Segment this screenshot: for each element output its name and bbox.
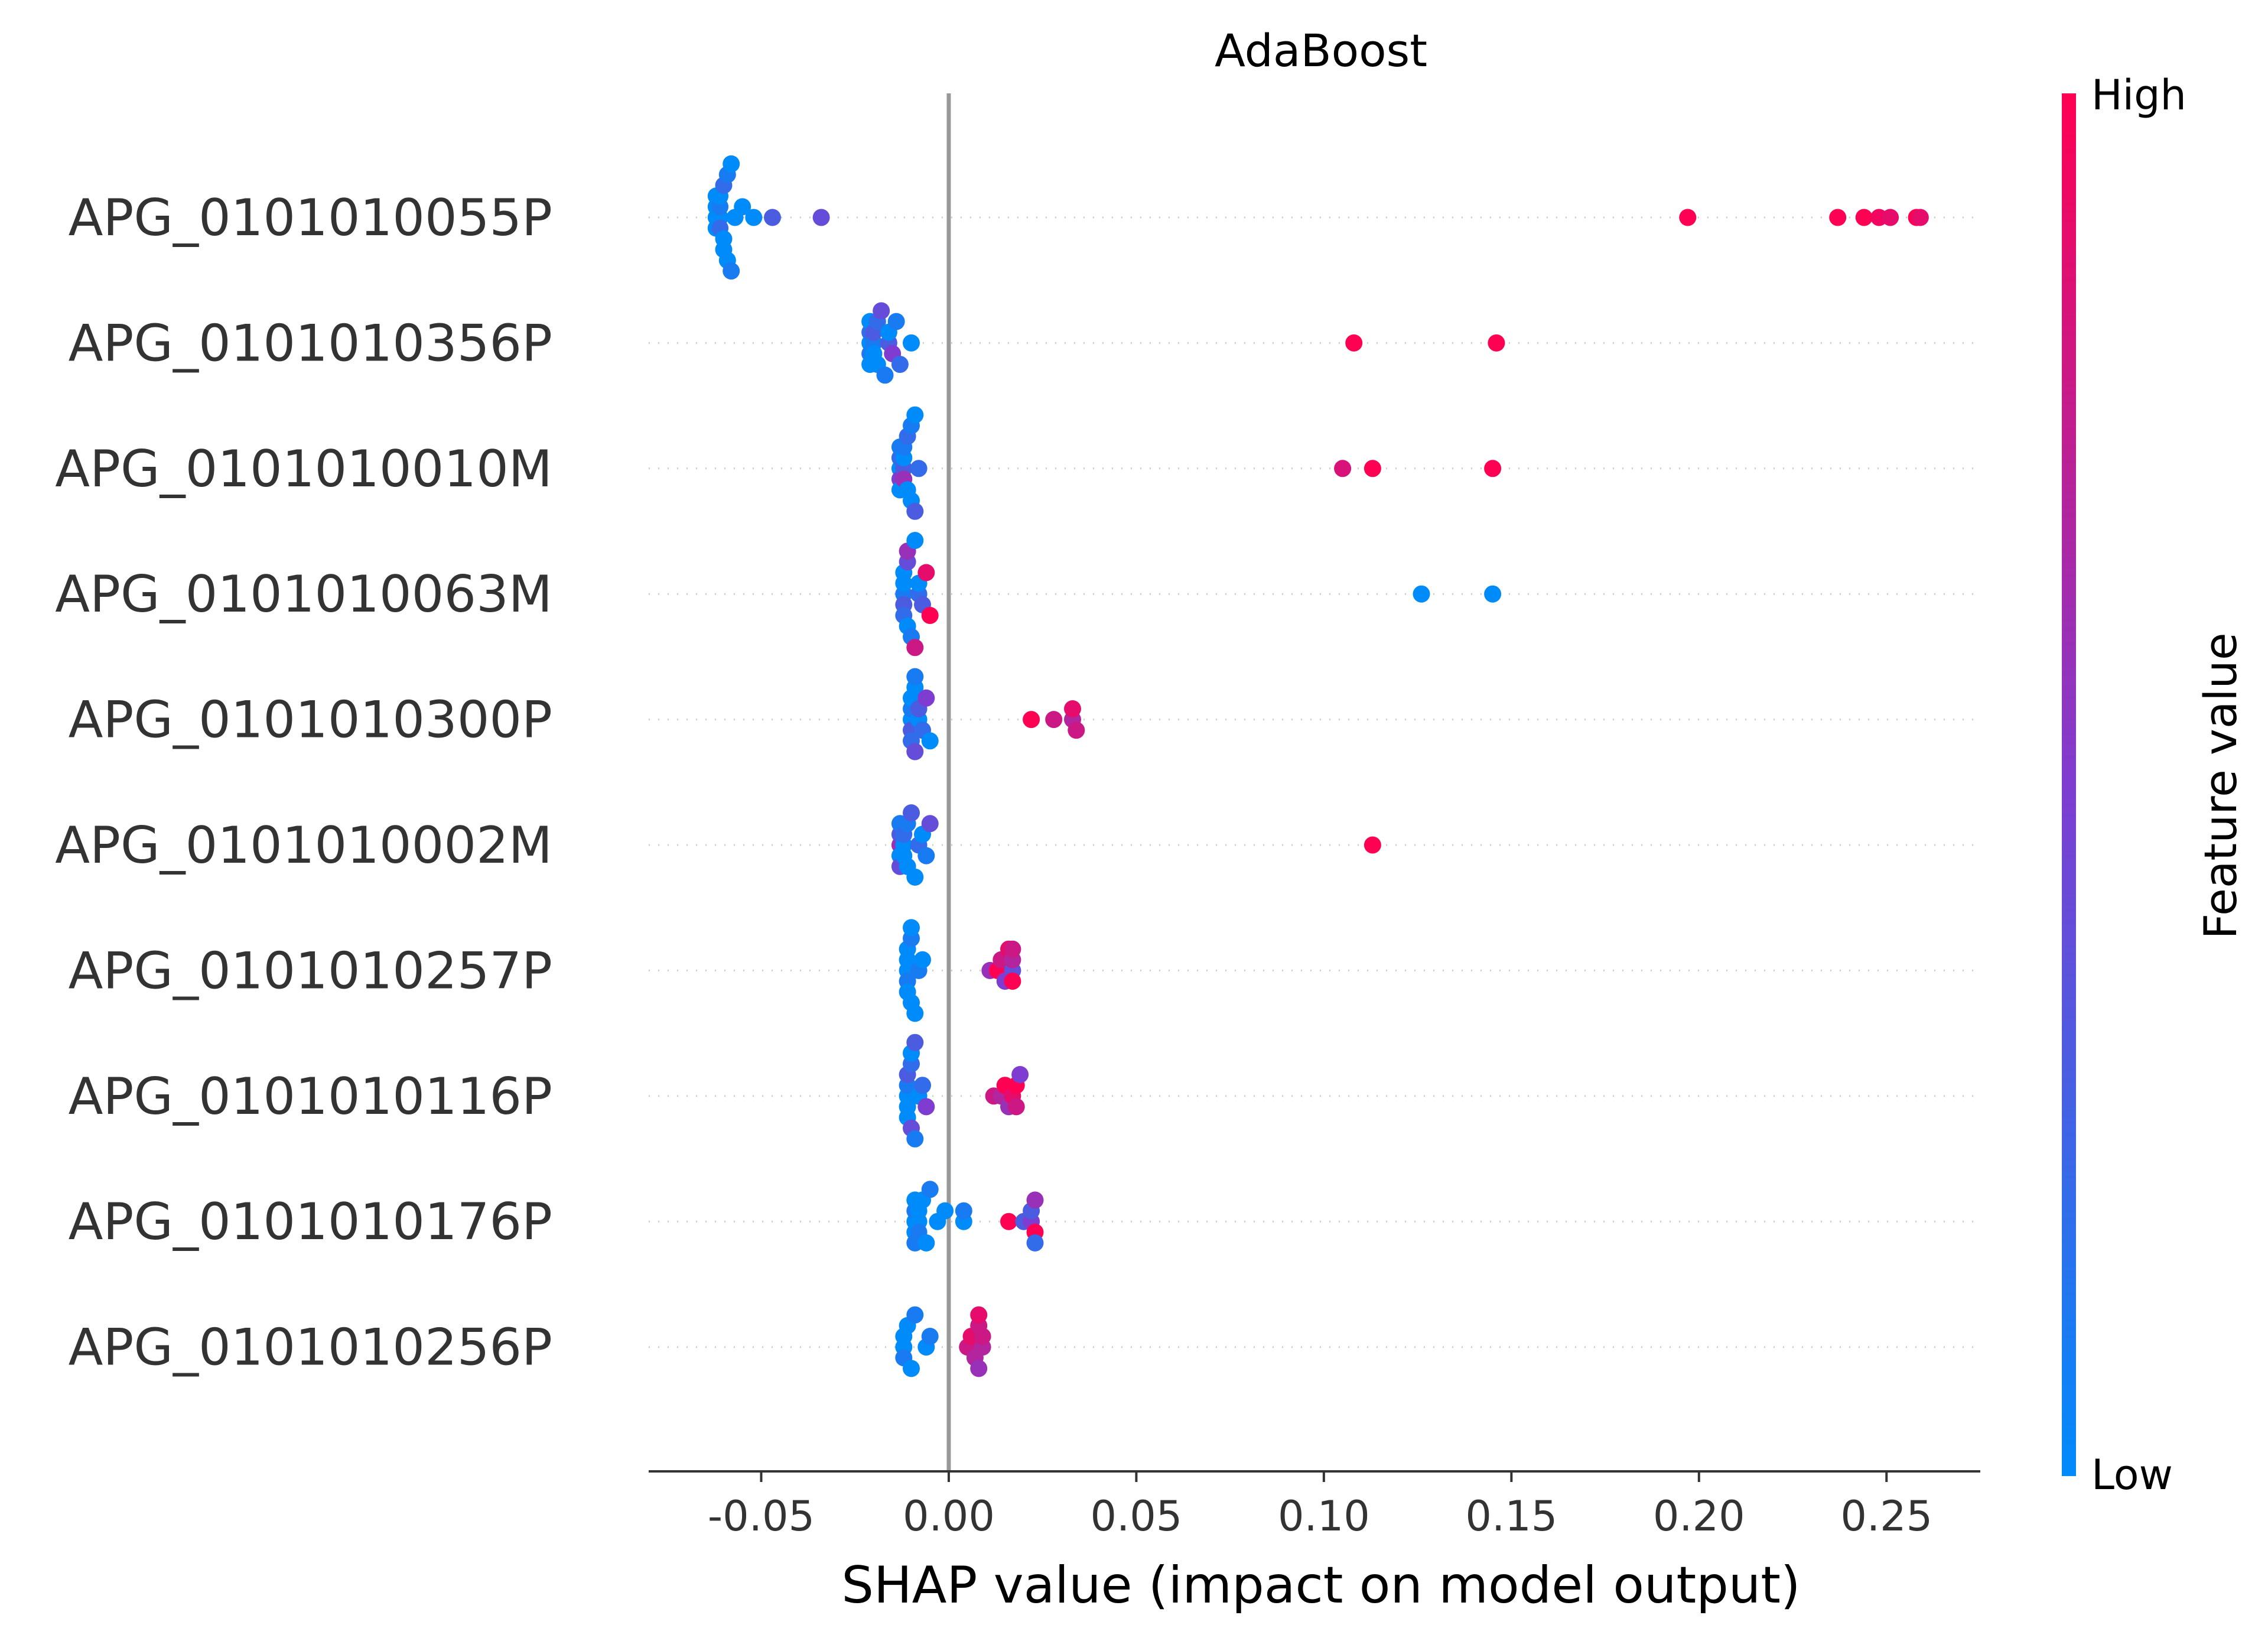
shap-point xyxy=(1413,585,1430,603)
shap-point xyxy=(887,313,905,330)
shap-point xyxy=(974,1328,991,1345)
shap-point xyxy=(936,1202,954,1220)
shap-point xyxy=(906,1306,924,1324)
shap-point xyxy=(764,209,781,226)
shap-point xyxy=(1364,460,1381,477)
shap-point xyxy=(876,366,894,384)
shap-point xyxy=(1364,836,1381,854)
shap-point xyxy=(906,532,924,550)
shap-point xyxy=(955,1202,972,1220)
shap-point xyxy=(891,356,909,373)
shap-point xyxy=(723,262,740,280)
shap-point xyxy=(1829,209,1847,226)
shap-point xyxy=(1334,460,1352,477)
colorbar xyxy=(2062,93,2076,1476)
feature-label: APG_0101010116P xyxy=(69,1067,552,1126)
shap-point xyxy=(1007,1098,1025,1116)
shap-point xyxy=(921,1328,939,1345)
feature-label: APG_0101010010M xyxy=(55,440,552,499)
shap-point xyxy=(1026,1191,1044,1209)
shap-point xyxy=(903,804,920,822)
chart-title: AdaBoost xyxy=(1215,24,1427,77)
shap-point xyxy=(1484,585,1502,603)
shap-point xyxy=(1045,711,1063,729)
x-tick-label: 0.25 xyxy=(1840,1492,1932,1540)
shap-point xyxy=(921,1181,939,1198)
shap-point xyxy=(1068,722,1085,739)
feature-label: APG_0101010055P xyxy=(69,188,552,248)
shap-point xyxy=(873,302,890,320)
shap-point xyxy=(1064,700,1081,717)
shap-point xyxy=(1023,711,1040,729)
shap-point xyxy=(903,1360,920,1377)
shap-point xyxy=(906,1130,924,1148)
shap-point xyxy=(1679,209,1697,226)
feature-label: APG_0101010356P xyxy=(69,314,552,373)
shap-point xyxy=(917,564,935,581)
shap-point xyxy=(1488,334,1505,352)
shap-point xyxy=(1484,460,1502,477)
shap-point xyxy=(903,334,920,352)
shap-point xyxy=(1855,209,1873,226)
shap-point xyxy=(970,1360,988,1377)
shap-point xyxy=(914,1077,931,1094)
shap-point xyxy=(921,732,939,750)
shap-point xyxy=(1004,973,1021,990)
shap-point xyxy=(906,1034,924,1051)
shap-point xyxy=(910,460,928,477)
feature-label: APG_0101010257P xyxy=(69,941,552,1000)
shap-point xyxy=(1345,334,1363,352)
shap-point xyxy=(921,815,939,833)
shap-point xyxy=(734,198,751,216)
shap-point xyxy=(917,1098,935,1116)
shap-point xyxy=(723,155,740,173)
shap-point xyxy=(917,847,935,864)
shap-point xyxy=(1911,209,1929,226)
shap-point xyxy=(745,209,763,226)
shap-points xyxy=(707,155,1929,1377)
shap-point xyxy=(1882,209,1899,226)
x-axis: -0.05 0.00 0.05 0.10 0.15 0.20 0.25 xyxy=(649,93,1980,1540)
colorbar-label: Feature value xyxy=(2194,633,2247,940)
shap-point xyxy=(1000,1213,1017,1230)
shap-point xyxy=(921,607,939,624)
feature-label: APG_0101010176P xyxy=(69,1192,552,1252)
shap-point xyxy=(906,406,924,424)
shap-point xyxy=(1026,1234,1044,1252)
feature-label: APG_0101010256P xyxy=(69,1318,552,1377)
shap-point xyxy=(917,1234,935,1252)
shap-point xyxy=(906,868,924,886)
shap-point xyxy=(906,639,924,656)
shap-point xyxy=(906,502,924,520)
colorbar-high-label: High xyxy=(2091,71,2186,119)
shap-point xyxy=(906,668,924,685)
x-tick-label: 0.05 xyxy=(1090,1492,1182,1540)
feature-label: APG_0101010300P xyxy=(69,691,552,750)
feature-label: APG_0101010002M xyxy=(55,816,552,875)
x-tick-label: 0.10 xyxy=(1278,1492,1370,1540)
x-axis-label: SHAP value (impact on model output) xyxy=(841,1556,1800,1615)
shap-point xyxy=(906,743,924,760)
x-tick-label: 0.00 xyxy=(903,1492,995,1540)
shap-point xyxy=(906,1005,924,1022)
shap-point xyxy=(970,1306,988,1324)
feature-label: APG_0101010063M xyxy=(55,565,552,624)
x-tick-label: -0.05 xyxy=(708,1492,815,1540)
shap-point xyxy=(812,209,830,226)
colorbar-low-label: Low xyxy=(2091,1451,2173,1499)
shap-point xyxy=(914,951,931,968)
shap-point xyxy=(917,689,935,707)
feature-rows: APG_0101010055P APG_0101010356P APG_010101… xyxy=(55,188,1980,1377)
x-tick-label: 0.15 xyxy=(1465,1492,1557,1540)
shap-point xyxy=(1004,940,1021,958)
x-tick-label: 0.20 xyxy=(1653,1492,1745,1540)
shap-point xyxy=(1011,1066,1029,1083)
shap-point xyxy=(903,919,920,937)
